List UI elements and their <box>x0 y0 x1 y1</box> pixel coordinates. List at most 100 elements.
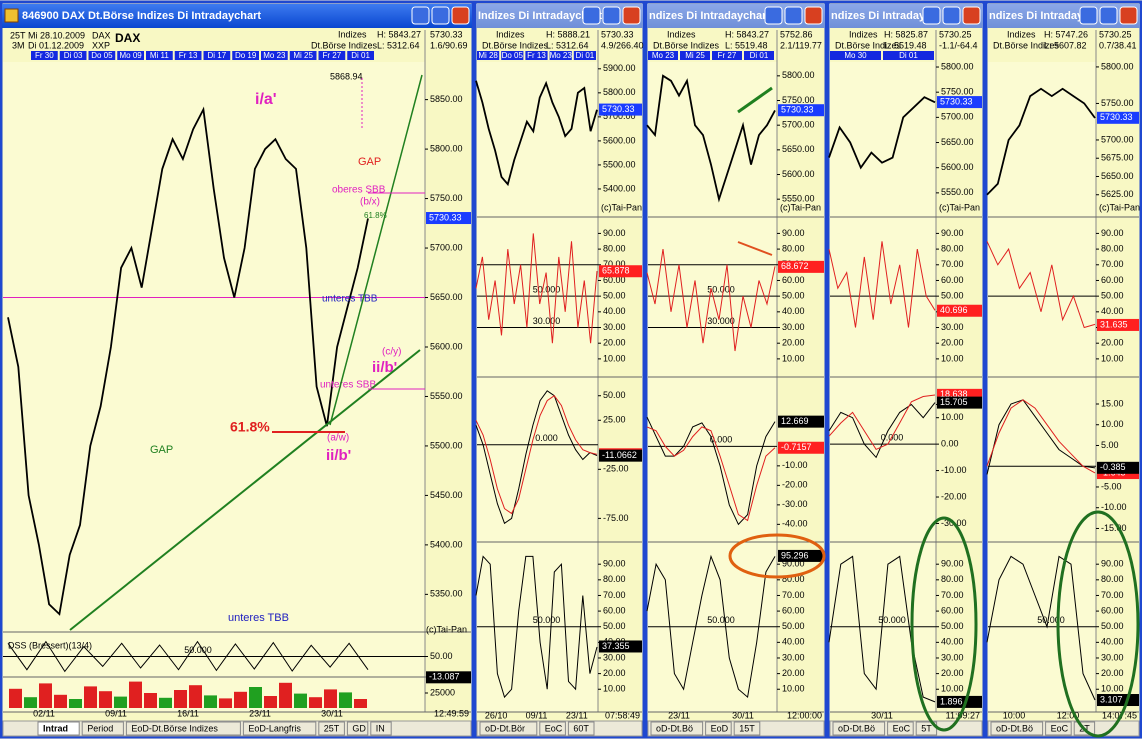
series-line <box>475 390 598 525</box>
date-label: Mi 11 <box>150 51 170 60</box>
close-button[interactable] <box>804 6 823 25</box>
date-box <box>174 51 202 60</box>
y-tick-label: 20.00 <box>603 668 626 678</box>
value-tag-label: 31.635 <box>1100 319 1128 329</box>
annotation: unteres SBB <box>320 380 376 391</box>
level-label: 0.000 <box>535 433 558 443</box>
header-text: H: 5888.21 <box>546 29 590 39</box>
minimize-button[interactable] <box>1079 6 1098 25</box>
y-tick-label: 90.00 <box>782 228 805 238</box>
indicator-name: DSS (Bressert)(13/4) <box>8 640 92 650</box>
date-box <box>117 51 144 60</box>
volume-bar <box>84 686 97 708</box>
series-line <box>986 555 1096 701</box>
maximize-button[interactable] <box>1099 6 1118 25</box>
tab[interactable] <box>346 721 369 736</box>
series-line <box>986 399 1096 474</box>
close-button[interactable] <box>1119 6 1138 25</box>
tab[interactable] <box>37 721 80 736</box>
tab-label: EoC <box>893 723 911 733</box>
trend-line <box>329 74 423 426</box>
date-label: Di 17 <box>208 51 227 60</box>
volume-bar <box>69 699 82 708</box>
annotation: GAP <box>358 156 381 168</box>
tab[interactable] <box>733 721 761 736</box>
y-tick-label: 10.00 <box>941 684 964 694</box>
value-tag <box>778 260 824 273</box>
maximize-button[interactable] <box>784 6 803 25</box>
tab[interactable] <box>650 721 704 736</box>
minimize-button[interactable] <box>922 6 941 25</box>
tab[interactable] <box>242 721 317 736</box>
date-box <box>289 51 317 60</box>
y-tick-label: 90.00 <box>941 228 964 238</box>
tab[interactable] <box>539 721 566 736</box>
y-tick-label: 30.00 <box>941 322 964 332</box>
x-tick-label: 23/11 <box>566 710 588 720</box>
window-title: Indizes Di Intradaychart <box>478 10 602 22</box>
volume-bar <box>114 696 127 708</box>
tab[interactable] <box>81 721 124 736</box>
value-tag <box>599 449 642 462</box>
date-box <box>680 51 710 60</box>
close-button[interactable] <box>962 6 981 25</box>
tab[interactable] <box>567 721 595 736</box>
y-tick-label: 70.00 <box>603 259 626 269</box>
value-tag-label: 3.107 <box>1100 694 1123 704</box>
tab[interactable] <box>990 721 1044 736</box>
header-text: Indizes <box>667 29 696 39</box>
tab[interactable] <box>370 721 392 736</box>
tab[interactable] <box>887 721 914 736</box>
header-text: Indizes <box>338 29 367 39</box>
marker-line <box>737 241 773 256</box>
y-tick-label: 40.00 <box>1101 306 1124 316</box>
header-text: H: 5747.26 <box>1044 29 1088 39</box>
tab[interactable] <box>832 721 886 736</box>
annotation: 5868.94 <box>330 71 363 81</box>
y-tick-label: 25.00 <box>603 415 626 425</box>
maximize-button[interactable] <box>602 6 621 25</box>
header-text: Indizes <box>496 29 525 39</box>
tab[interactable] <box>479 721 538 736</box>
y-tick-label: 5750.00 <box>782 95 815 105</box>
volume-bar <box>144 693 157 708</box>
value-tag-label: -11.0662 <box>602 450 637 460</box>
annotation: unteres TBB <box>322 294 378 305</box>
date-label: Di 01 <box>576 51 595 60</box>
value-tag <box>426 671 471 684</box>
volume-bar <box>324 689 337 708</box>
volume-bar <box>264 696 277 708</box>
tab-label: EoD <box>711 723 729 733</box>
annotation: (b/x) <box>360 197 380 208</box>
series-line <box>475 395 598 515</box>
minimize-button[interactable] <box>582 6 601 25</box>
x-tick-label: 16/11 <box>177 708 199 718</box>
tab[interactable] <box>1045 721 1072 736</box>
date-label: Mi 28 <box>478 51 498 60</box>
maximize-button[interactable] <box>942 6 961 25</box>
minimize-button[interactable] <box>411 6 430 25</box>
header-text: 5730.33 <box>430 29 463 39</box>
y-tick-label: -20.00 <box>782 480 808 490</box>
level-label: 30.000 <box>533 316 561 326</box>
y-tick-label: 70.00 <box>1101 590 1124 600</box>
tab[interactable] <box>125 721 241 736</box>
date-box <box>146 51 173 60</box>
window-title: ndizes Di Intradaych <box>831 10 938 22</box>
minimize-button[interactable] <box>764 6 783 25</box>
y-tick-label: 10.00 <box>941 353 964 363</box>
series-line <box>646 426 776 522</box>
tab[interactable] <box>705 721 732 736</box>
value-tag <box>778 441 824 454</box>
close-button[interactable] <box>451 6 470 25</box>
maximize-button[interactable] <box>431 6 450 25</box>
tab[interactable] <box>318 721 345 736</box>
y-tick-label: 10.00 <box>782 684 805 694</box>
close-button[interactable] <box>622 6 641 25</box>
copyright: (c)Tai-Pan <box>1099 202 1140 212</box>
tab-label: oD-Dt.Bö <box>838 723 875 733</box>
copyright: (c)Tai-Pan <box>426 624 467 634</box>
volume-bar <box>234 691 247 708</box>
tab-label: EoD-Dt.Börse Indizes <box>131 723 218 733</box>
date-box <box>501 51 524 60</box>
